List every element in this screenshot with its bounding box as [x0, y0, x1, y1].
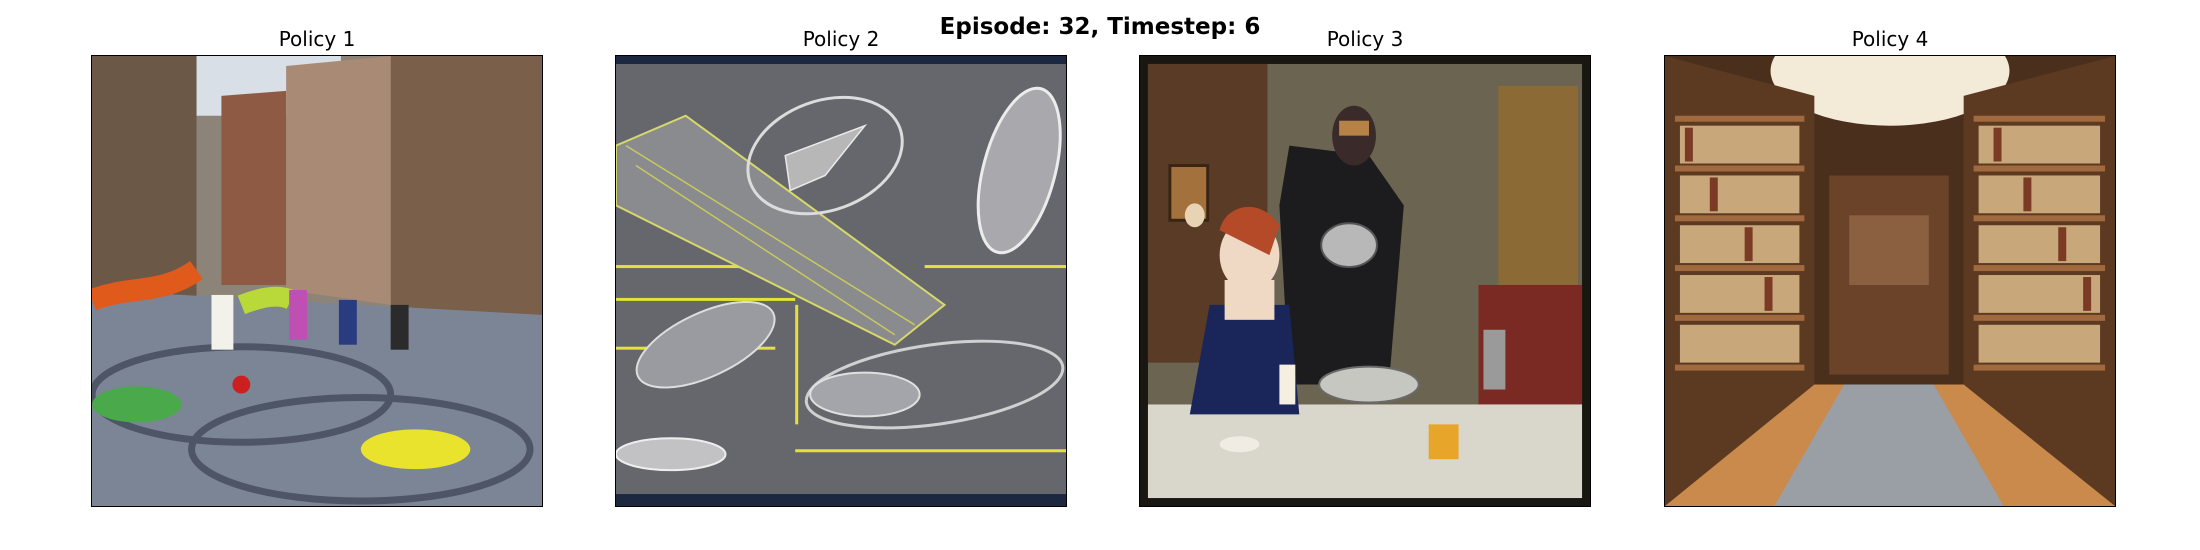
panel-3-image — [1139, 55, 1591, 507]
panel-1-title: Policy 1 — [278, 27, 356, 51]
panel-1-image — [91, 55, 543, 507]
panel-2-title: Policy 2 — [802, 27, 880, 51]
street-scene-image — [92, 56, 542, 506]
panel-4-image — [1664, 55, 2116, 507]
spaceship-blueprint-image — [616, 56, 1066, 506]
panel-4-title: Policy 4 — [1851, 27, 1929, 51]
panel-2-image — [615, 55, 1067, 507]
library-image — [1665, 56, 2115, 506]
robot-butler-painting-image — [1140, 56, 1590, 506]
figure-suptitle: Episode: 32, Timestep: 6 — [939, 14, 1261, 40]
panel-3-title: Policy 3 — [1326, 27, 1404, 51]
